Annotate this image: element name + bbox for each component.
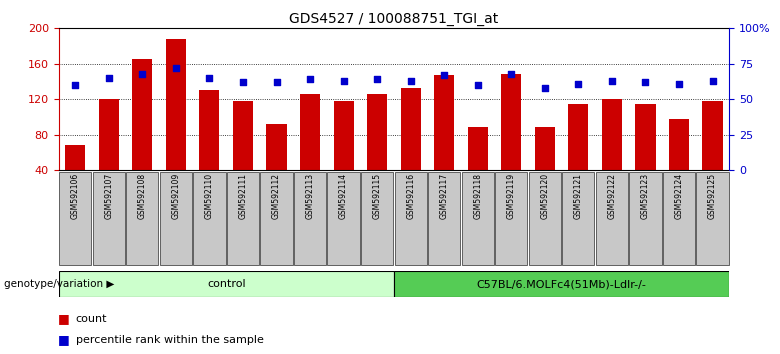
Point <box>505 71 518 76</box>
Bar <box>636 104 655 170</box>
Title: GDS4527 / 100088751_TGI_at: GDS4527 / 100088751_TGI_at <box>289 12 498 26</box>
Point <box>237 79 250 85</box>
Bar <box>663 172 695 266</box>
Bar <box>468 127 488 170</box>
Text: genotype/variation ▶: genotype/variation ▶ <box>4 279 115 289</box>
Text: ■: ■ <box>58 333 74 346</box>
Point <box>338 78 350 84</box>
Text: GSM592118: GSM592118 <box>473 173 482 219</box>
Bar <box>602 99 622 170</box>
Point <box>69 82 82 88</box>
Text: GSM592110: GSM592110 <box>205 173 214 219</box>
Point <box>673 81 686 86</box>
Bar <box>361 172 393 266</box>
Point <box>640 79 652 85</box>
Text: GSM592114: GSM592114 <box>339 173 348 219</box>
Text: GSM592107: GSM592107 <box>105 173 113 219</box>
Text: GSM592123: GSM592123 <box>641 173 650 219</box>
Text: GSM592119: GSM592119 <box>507 173 516 219</box>
Bar <box>58 271 394 297</box>
Text: GSM592125: GSM592125 <box>708 173 717 219</box>
Bar <box>629 172 661 266</box>
Bar <box>328 172 360 266</box>
Point <box>136 71 149 76</box>
Bar <box>535 127 555 170</box>
Bar <box>562 172 594 266</box>
Text: count: count <box>76 314 107 324</box>
Text: control: control <box>207 279 246 289</box>
Bar <box>669 119 689 170</box>
Point <box>538 85 551 91</box>
Text: GSM592116: GSM592116 <box>406 173 415 219</box>
Bar <box>395 172 427 266</box>
Text: GSM592106: GSM592106 <box>71 173 80 219</box>
Bar <box>133 59 152 170</box>
Point <box>304 76 317 82</box>
Point <box>606 78 619 84</box>
Point <box>204 75 216 81</box>
Text: GSM592122: GSM592122 <box>608 173 616 219</box>
Bar <box>300 94 320 170</box>
Text: ■: ■ <box>58 312 74 325</box>
Bar <box>434 75 454 170</box>
Point <box>573 81 585 86</box>
Point <box>170 65 183 71</box>
Point <box>472 82 484 88</box>
Bar <box>697 172 729 266</box>
Point <box>103 75 115 81</box>
Text: GSM592117: GSM592117 <box>440 173 448 219</box>
Bar <box>160 172 192 266</box>
Bar <box>166 39 186 170</box>
Text: GSM592121: GSM592121 <box>574 173 583 219</box>
Bar <box>495 172 527 266</box>
Bar <box>428 172 460 266</box>
Bar <box>703 101 722 170</box>
Point <box>271 79 283 85</box>
Bar <box>66 145 85 170</box>
Text: GSM592108: GSM592108 <box>138 173 147 219</box>
Bar <box>193 172 225 266</box>
Bar <box>59 172 91 266</box>
Point <box>707 78 719 84</box>
Bar <box>267 124 286 170</box>
Bar <box>596 172 628 266</box>
Bar <box>401 88 420 170</box>
Point <box>438 72 451 78</box>
Bar <box>126 172 158 266</box>
Text: GSM592111: GSM592111 <box>239 173 247 219</box>
Point <box>371 76 384 82</box>
Bar <box>502 74 521 170</box>
Text: percentile rank within the sample: percentile rank within the sample <box>76 335 264 345</box>
Point <box>405 78 417 84</box>
Text: GSM592115: GSM592115 <box>373 173 381 219</box>
Bar <box>569 104 588 170</box>
Bar <box>294 172 326 266</box>
Bar <box>334 101 353 170</box>
Bar <box>200 90 219 170</box>
Text: GSM592120: GSM592120 <box>541 173 549 219</box>
Bar <box>227 172 259 266</box>
Text: GSM592113: GSM592113 <box>306 173 314 219</box>
Bar <box>394 271 729 297</box>
Bar <box>367 94 387 170</box>
Text: GSM592112: GSM592112 <box>272 173 281 219</box>
Text: GSM592124: GSM592124 <box>675 173 683 219</box>
Text: GSM592109: GSM592109 <box>172 173 180 219</box>
Bar <box>462 172 494 266</box>
Bar <box>93 172 125 266</box>
Bar <box>99 99 119 170</box>
Bar <box>261 172 292 266</box>
Bar <box>529 172 561 266</box>
Text: C57BL/6.MOLFc4(51Mb)-Ldlr-/-: C57BL/6.MOLFc4(51Mb)-Ldlr-/- <box>477 279 647 289</box>
Bar <box>233 101 253 170</box>
